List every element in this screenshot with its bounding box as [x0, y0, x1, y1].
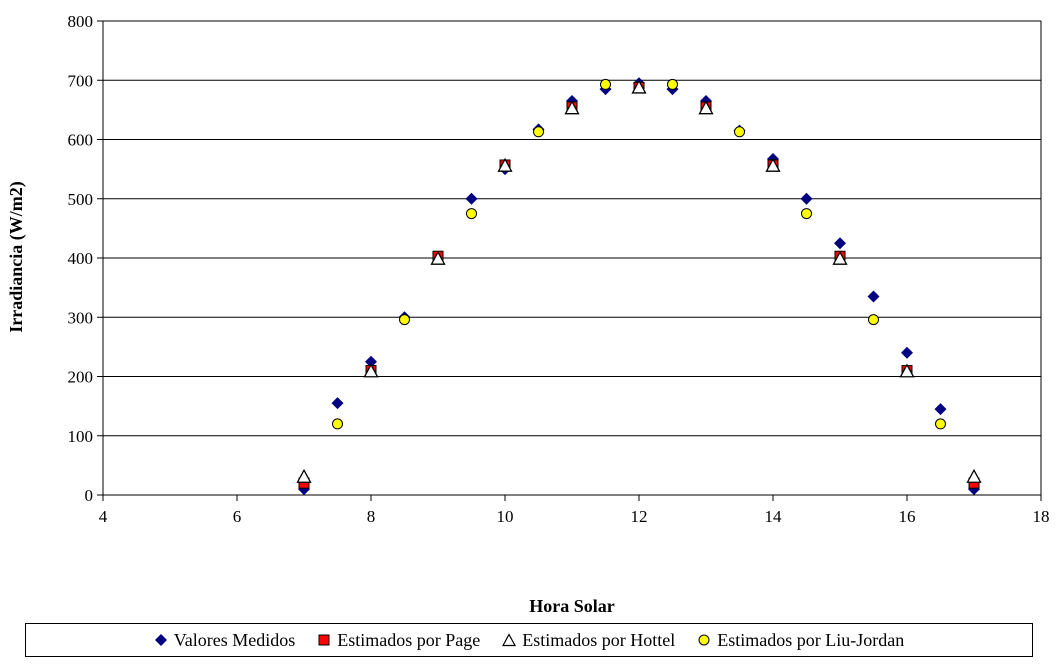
- circle-point: [734, 126, 745, 138]
- x-tick-label: 6: [233, 507, 242, 526]
- legend-item-page: Estimados por Page: [317, 630, 480, 651]
- x-tick-label: 4: [99, 507, 108, 526]
- y-tick-label: 0: [85, 486, 94, 505]
- x-tick-label: 12: [631, 507, 648, 526]
- diamond-point: [465, 192, 478, 205]
- diamond-point: [901, 346, 913, 359]
- diamond-point: [934, 403, 947, 416]
- y-tick-label: 300: [68, 308, 94, 327]
- circle-point: [533, 126, 544, 138]
- circle-point: [600, 78, 611, 90]
- x-tick-label: 10: [497, 507, 514, 526]
- triangle-point: [631, 79, 647, 94]
- legend-item-liu-jordan: Estimados por Liu-Jordan: [697, 630, 904, 651]
- x-tick-label: 14: [765, 507, 783, 526]
- diamond-point: [800, 192, 813, 205]
- legend-label: Estimados por Liu-Jordan: [717, 629, 905, 650]
- diamond-point: [331, 397, 344, 410]
- legend-label: Estimados por Page: [337, 629, 481, 650]
- series-circle: [332, 78, 946, 430]
- x-axis-title: Hora Solar: [529, 596, 615, 616]
- triangle-point: [564, 100, 580, 115]
- y-tick-label: 600: [68, 131, 94, 150]
- x-tick-label: 16: [899, 507, 916, 526]
- circle-marker-icon: [697, 633, 711, 647]
- circle-point: [466, 208, 477, 220]
- triangle-point: [497, 157, 513, 172]
- y-tick-label: 400: [68, 249, 94, 268]
- triangle-point: [296, 468, 312, 483]
- legend-item-valores-medidos: Valores Medidos: [154, 630, 295, 651]
- triangle-point: [966, 468, 982, 483]
- y-tick-label: 500: [68, 190, 94, 209]
- square-marker-icon: [317, 633, 331, 647]
- triangle-point: [698, 100, 714, 115]
- legend-label: Valores Medidos: [173, 629, 296, 650]
- triangle-point: [765, 157, 781, 172]
- y-tick-label: 100: [68, 427, 94, 446]
- diamond-marker-icon: [154, 633, 168, 647]
- series-square: [298, 81, 980, 489]
- series-triangle: [296, 79, 982, 483]
- axes: [97, 20, 1042, 501]
- triangle-point: [832, 250, 848, 265]
- triangle-point: [363, 363, 379, 378]
- diamond-point: [365, 355, 377, 368]
- legend-label: Estimados por Hottel: [522, 629, 676, 650]
- circle-point: [801, 208, 812, 220]
- y-tick-label: 700: [68, 71, 94, 90]
- x-tick-label: 8: [367, 507, 376, 526]
- triangle-point: [430, 250, 446, 265]
- diamond-point: [834, 237, 846, 250]
- circle-point: [868, 314, 879, 326]
- circle-point: [399, 314, 410, 326]
- diamond-point: [867, 290, 880, 303]
- y-axis-title: Irradiancia (W/m2): [6, 181, 27, 332]
- x-tick-labels: 4 6 8 10 12 14 16 18: [99, 507, 1050, 526]
- x-tick-label: 18: [1033, 507, 1050, 526]
- legend: Valores Medidos Estimados por Page Estim…: [25, 623, 1033, 657]
- grid-lines: [103, 20, 1042, 495]
- triangle-point: [899, 363, 915, 378]
- circle-point: [935, 418, 946, 430]
- legend-item-hottel: Estimados por Hottel: [502, 630, 675, 651]
- y-tick-label: 800: [68, 12, 94, 31]
- circle-point: [332, 418, 343, 430]
- circle-point: [667, 78, 678, 90]
- y-tick-labels: 0 100 200 300 400 500 600 700 800: [68, 12, 94, 505]
- triangle-marker-icon: [502, 633, 517, 647]
- y-tick-label: 200: [68, 368, 94, 387]
- data-points: [296, 77, 982, 496]
